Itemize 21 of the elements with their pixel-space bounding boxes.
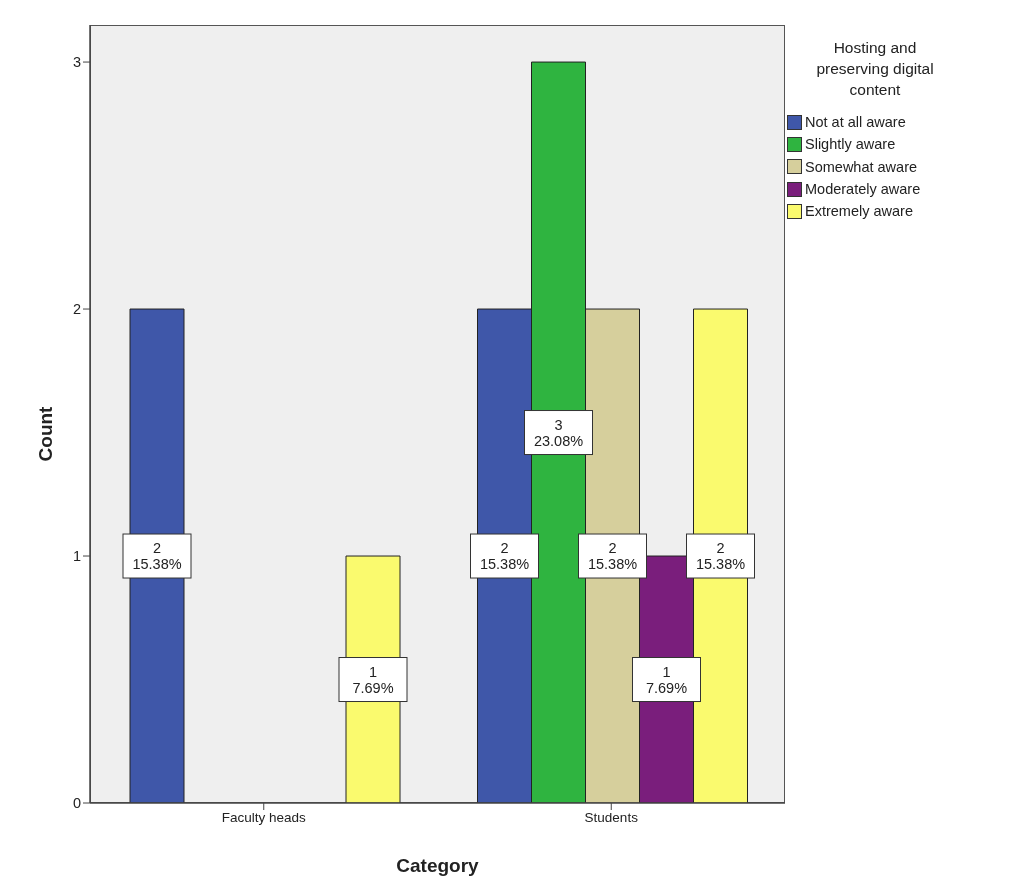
y-tick-label: 2 [72,301,81,318]
x-tick-label: Faculty heads [221,809,307,825]
data-label: 1 7.69% [645,663,688,696]
legend-label: Somewhat aware [805,158,918,175]
data-label: 2 15.38% [695,540,746,573]
legend-label: Slightly aware [805,136,896,153]
y-axis-title: Count [34,405,56,462]
legend-title: Hosting and preserving digital content [815,38,935,100]
x-axis-title: Category [396,855,480,876]
y-tick-label: 0 [72,795,81,812]
data-label: 2 15.38% [479,540,530,573]
legend-label: Extremely aware [805,203,913,220]
data-label: 3 23.08% [533,416,584,449]
legend-label: Not at all aware [805,114,906,131]
y-tick-label: 1 [72,548,81,565]
data-label: 2 15.38% [587,540,638,573]
x-tick-label: Students [584,809,639,825]
data-label: 2 15.38% [132,540,182,573]
y-tick-label: 3 [72,54,81,71]
data-label: 1 7.69% [352,663,394,696]
legend-label: Moderately aware [805,181,921,198]
